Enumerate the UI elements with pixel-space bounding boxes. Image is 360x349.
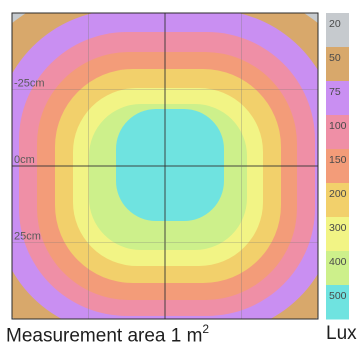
unit-caption: Lux [326,323,357,344]
legend-label: 100 [329,120,347,132]
y-tick-label: 25cm [14,231,41,243]
legend-label: 200 [329,188,347,200]
legend-swatch-150 [326,149,349,184]
legend-label: 150 [329,154,347,166]
legend-label: 50 [329,52,341,64]
legend-label: 20 [329,18,341,30]
plot-frame [11,12,319,320]
legend-swatch-75 [326,81,349,116]
legend-swatch-100 [326,115,349,150]
legend-label: 500 [329,290,347,302]
legend-swatch-400 [326,251,349,286]
legend-swatch-20 [326,13,349,48]
zone-500-lux [116,109,224,221]
legend-swatch-300 [326,217,349,252]
y-tick-label: -25cm [14,78,45,90]
measurement-area-superscript: 2 [202,322,210,336]
legend-swatch-50 [326,47,349,82]
legend-label: 75 [329,86,341,98]
measurement-area-text: Measurement area 1 m [6,325,203,347]
legend-label: 300 [329,222,347,234]
y-tick-label: 0cm [14,154,35,166]
legend-label: 400 [329,256,347,268]
legend-swatch-500 [326,285,349,320]
legend-swatch-200 [326,183,349,218]
measurement-area-caption: Measurement area 1 m2 [6,322,210,347]
